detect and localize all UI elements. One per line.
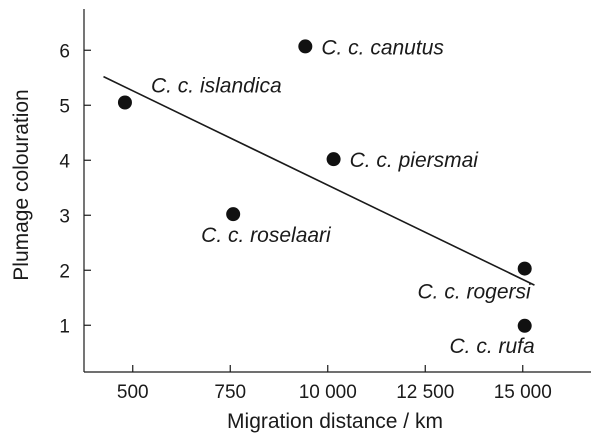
point-label: C. c. rufa <box>449 335 534 358</box>
y-tick-label: 1 <box>59 316 70 337</box>
axes <box>83 9 591 373</box>
y-tick-label: 2 <box>59 261 70 282</box>
trendline <box>103 75 535 286</box>
x-axis-label: Migration distance / km <box>227 410 443 433</box>
x-tick-label: 500 <box>117 382 149 403</box>
y-tick-label: 3 <box>59 206 70 227</box>
x-tick-label: 15 000 <box>494 382 552 403</box>
point-label: C. c. canutus <box>321 36 444 59</box>
x-tick-label: 750 <box>214 382 246 403</box>
data-point <box>517 261 532 276</box>
data-point <box>226 207 241 222</box>
point-label: C. c. roselaari <box>201 224 332 247</box>
point-label: C. c. islandica <box>151 75 282 98</box>
x-tick-label: 10 000 <box>299 382 357 403</box>
y-tick-label: 6 <box>59 41 70 62</box>
y-axis-label: Plumage colouration <box>10 89 33 280</box>
points-layer <box>117 39 532 333</box>
point-label: C. c. rogersi <box>417 281 532 304</box>
data-point <box>298 39 313 54</box>
data-point <box>517 318 532 333</box>
x-tick-label: 12 500 <box>396 382 454 403</box>
y-tick-label: 4 <box>59 151 70 172</box>
y-tick-label: 5 <box>59 96 70 117</box>
data-point <box>326 152 341 167</box>
data-point <box>117 95 132 110</box>
trendline-layer <box>103 75 535 286</box>
ticks: 500 750 10 000 12 500 15 000 1 2 3 4 5 6 <box>59 41 551 403</box>
point-label: C. c. piersmai <box>350 149 480 172</box>
point-labels-layer: C. c. canutus C. c. islandica C. c. piersm… <box>151 36 535 357</box>
